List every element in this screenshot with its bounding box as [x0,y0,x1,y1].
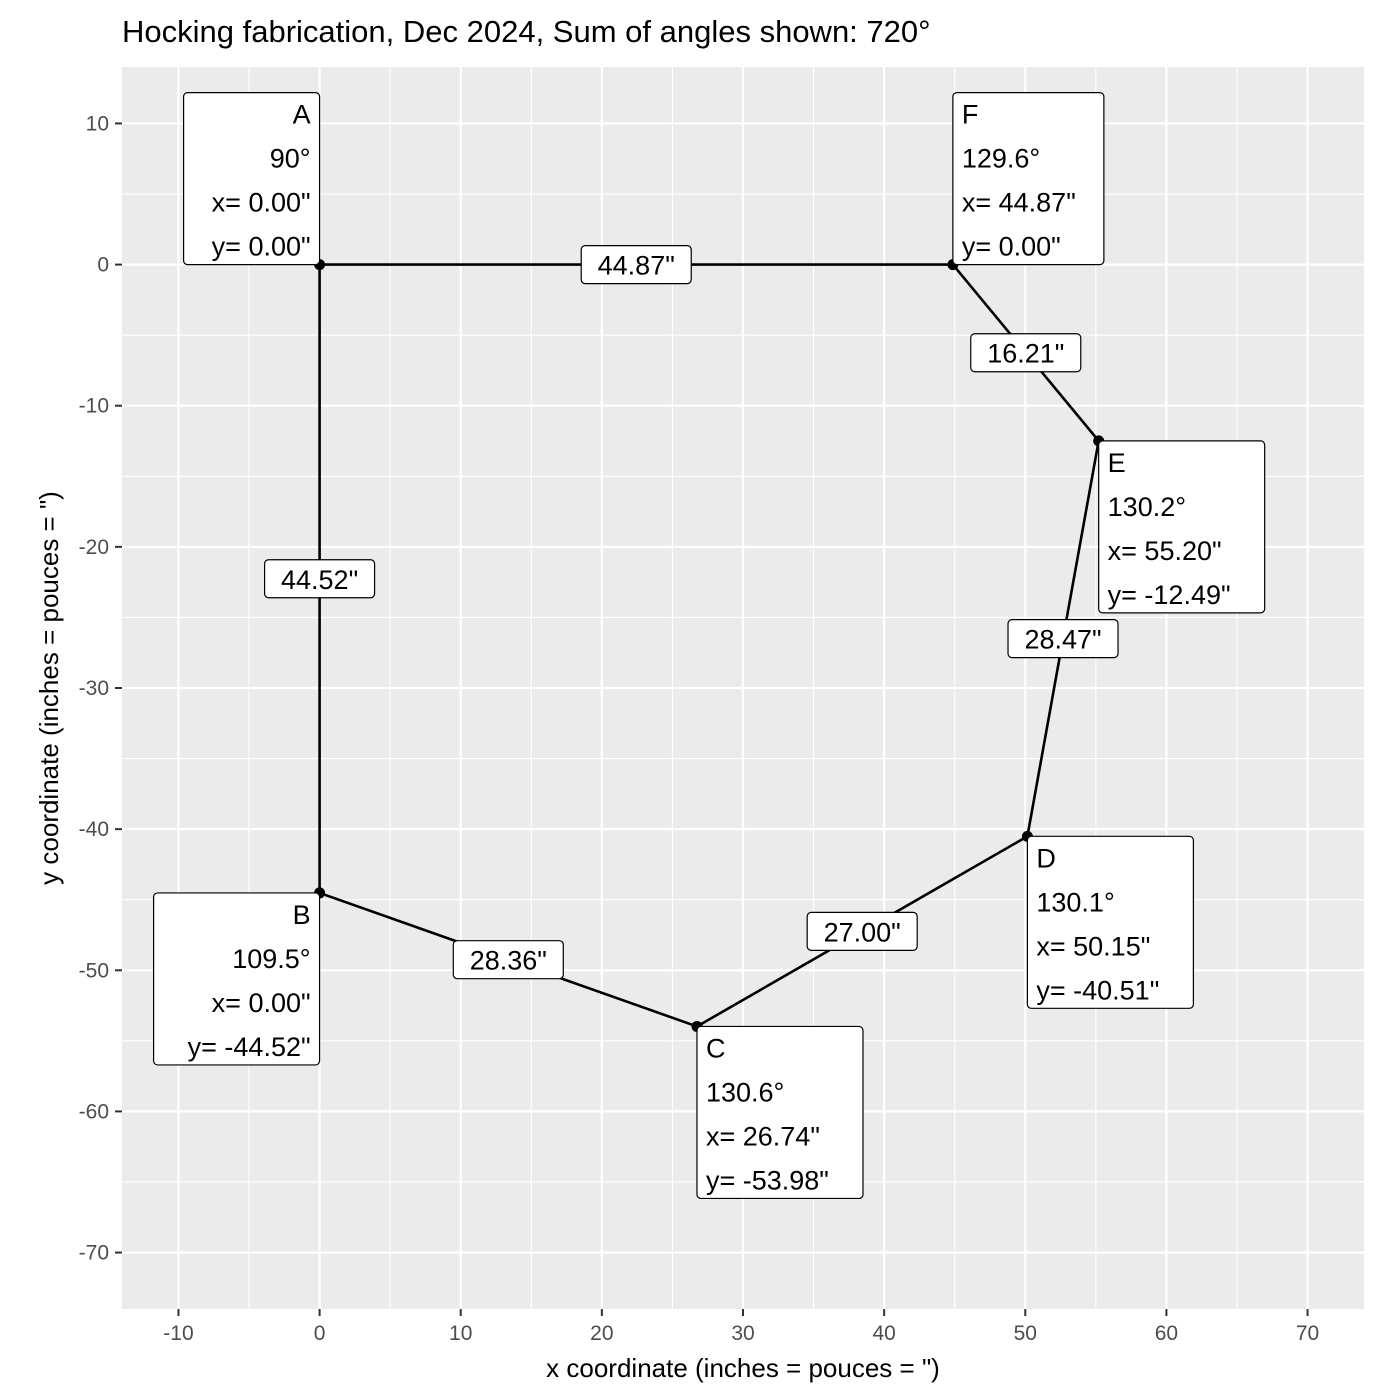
y-tick-label: -70 [79,1242,109,1265]
segment-length-label: 44.87" [598,251,675,281]
point-x: x= 26.74" [706,1121,820,1151]
point-y: y= -40.51" [1036,975,1159,1005]
point-label-box [1026,835,1194,1009]
point-angle: 129.6° [962,144,1040,174]
segment-label-FA: 44.87" [580,244,692,285]
y-tick-label: -10 [79,395,109,418]
segment-label-box [1007,619,1119,659]
segment-length-label: 28.36" [470,946,547,976]
segment-label-CD: 27.00" [806,911,918,951]
point-label-box [152,892,321,1066]
x-tick-label: 50 [1014,1322,1037,1345]
segment-label-box [580,244,692,285]
point-y: y= -53.98" [706,1165,829,1195]
x-tick-label: 30 [731,1322,754,1345]
x-tick-label: 20 [590,1322,613,1345]
segment-label-AB: 44.52" [263,559,376,599]
segment-length-label: 28.47" [1024,625,1101,655]
x-tick-label: 60 [1155,1322,1178,1345]
point-name: F [962,100,979,130]
point-label-box [952,91,1105,266]
point-x: x= 44.87" [962,188,1076,218]
x-tick-label: 40 [872,1322,895,1345]
x-tick-label: 10 [449,1322,472,1345]
segment-label-BC: 28.36" [452,940,564,980]
segment-label-box [970,333,1082,373]
point-x: x= 0.00" [212,188,311,218]
segment-label-EF: 16.21" [970,333,1082,373]
point-label-box [1098,440,1266,614]
chart-title: Hocking fabrication, Dec 2024, Sum of an… [122,14,931,49]
y-tick-label: -50 [79,959,109,982]
y-axis-label: y coordinate (inches = pouces = ") [34,491,64,885]
point-x: x= 0.00" [212,988,311,1018]
y-tick-label: -60 [79,1100,109,1123]
segment-label-box [263,559,376,599]
point-y: y= 0.00" [212,232,311,262]
point-angle: 130.1° [1036,887,1114,917]
point-name: D [1036,843,1056,873]
y-tick-label: -30 [79,677,109,700]
segment-label-DE: 28.47" [1007,619,1119,659]
y-tick-label: -40 [79,818,109,841]
x-tick-label: 70 [1296,1322,1319,1345]
point-y: y= -12.49" [1108,580,1231,610]
point-name: B [293,900,311,930]
point-angle: 130.2° [1108,492,1186,522]
point-x: x= 50.15" [1036,931,1150,961]
segment-length-label: 16.21" [987,339,1064,369]
segment-label-box [806,911,918,951]
point-name: A [293,100,311,130]
point-label-A: A 90° x= 0.00" y= 0.00" [182,91,321,266]
x-tick-label: -10 [163,1322,193,1345]
point-x: x= 55.20" [1108,536,1222,566]
point-name: E [1108,448,1126,478]
point-y: y= -44.52" [188,1032,311,1062]
y-tick-label: 0 [97,254,109,277]
segment-length-label: 27.00" [824,917,901,947]
x-tick-label: 0 [314,1322,326,1345]
segment-length-label: 44.52" [281,565,358,595]
y-tick-label: -20 [79,536,109,559]
axes: -10 0 10 20 30 40 50 60 70 10 0 -10 -20 -30 -40 -50 -60 -… [79,112,1320,1345]
point-name: C [706,1033,726,1063]
x-axis-label: x coordinate (inches = pouces = ") [546,1353,940,1383]
point-y: y= 0.00" [962,232,1061,262]
point-label-C: C 130.6° x= 26.74" y= -53.98" [696,1025,864,1200]
point-angle: 130.6° [706,1077,784,1107]
segment-labels: 44.52" 28.36" 27.00" 28.47" 16.21" 44.87" [263,244,1119,980]
point-angle: 90° [270,144,311,174]
point-label-B: B 109.5° x= 0.00" y= -44.52" [152,892,321,1066]
point-label-D: D 130.1° x= 50.15" y= -40.51" [1026,835,1194,1009]
point-label-F: F 129.6° x= 44.87" y= 0.00" [952,91,1105,266]
point-label-box [182,91,321,266]
segment-label-box [452,940,564,980]
point-labels: A 90° x= 0.00" y= 0.00" B 109.5° x= 0.00" y= -4… [152,91,1266,1200]
y-tick-label: 10 [86,112,109,135]
point-angle: 109.5° [232,944,310,974]
point-label-E: E 130.2° x= 55.20" y= -12.49" [1098,440,1266,614]
point-label-box [696,1025,864,1200]
